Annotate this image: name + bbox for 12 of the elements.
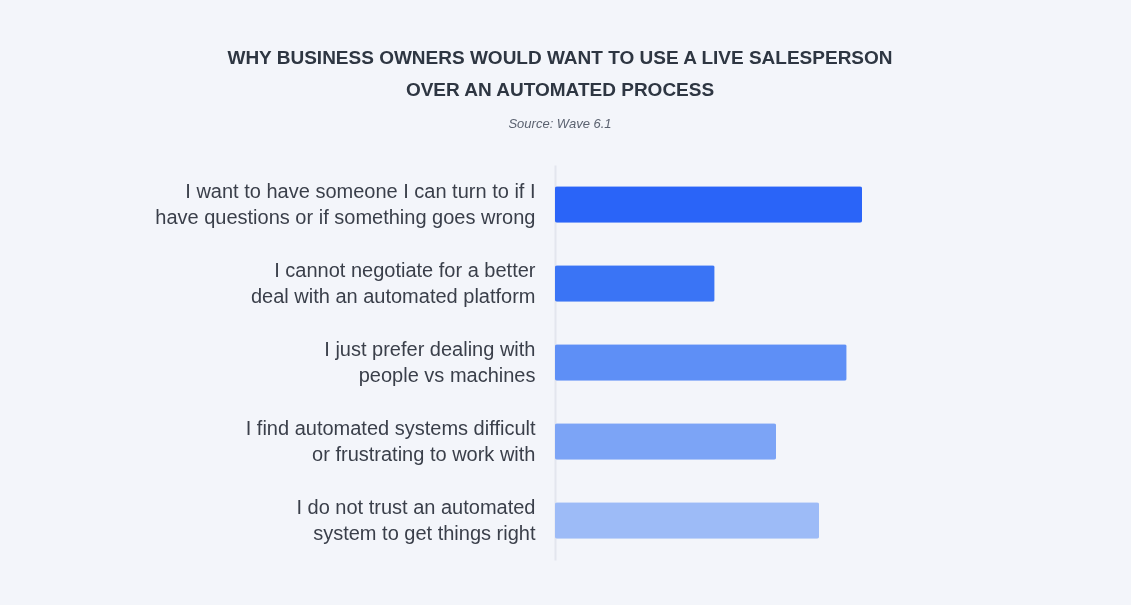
y-tick-label: I want to have someone I can turn to if I have questions or if something goes wrong: [155, 179, 536, 228]
source-note: Source: Wave 6.1: [508, 116, 612, 131]
chart-title: WHY BUSINESS OWNERS WOULD WANT TO USE A LIVE SALESPERSON OVER AN AUTOMATED PROCESS: [227, 47, 893, 100]
y-tick-label: I find automated systems difficult or frustrating to work with: [245, 416, 536, 465]
bar: [555, 344, 847, 381]
bar: [555, 186, 862, 223]
y-tick-label: I just prefer dealing with people vs machines: [324, 337, 536, 386]
y-tick-label: I cannot negotiate for a better deal with an automated platform: [250, 258, 536, 307]
bar: [555, 502, 820, 539]
y-tick-label: I do not trust an automated system to get things right: [296, 495, 536, 544]
bar: [555, 423, 777, 460]
bar: [555, 265, 715, 302]
